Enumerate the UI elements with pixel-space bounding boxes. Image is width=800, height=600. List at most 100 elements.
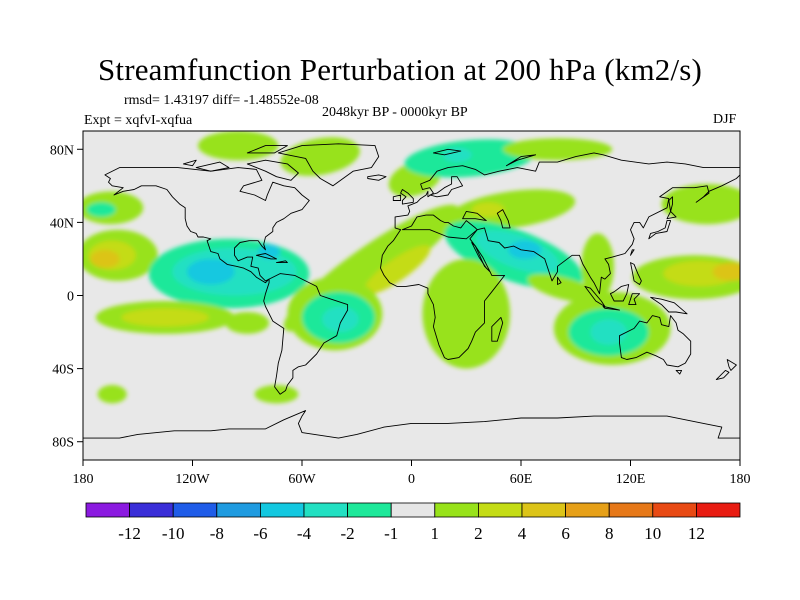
field-region — [254, 385, 299, 404]
colorbar-swatch — [216, 502, 261, 518]
coastline-new-guinea — [650, 296, 688, 315]
axis-ticks: 80N 40N 0 40S 80S 180 120W 60W 0 60E 120E 180 — [50, 143, 751, 487]
colorbar: -12 -10 -8 -6 -4 -2 -1 1 2 4 6 8 10 12 — [85, 502, 741, 543]
x-tick-label: 60W — [288, 472, 316, 487]
colorbar-label: 2 — [474, 524, 483, 543]
coastline-sumatra — [584, 285, 606, 307]
y-tick-label: 80N — [50, 143, 74, 158]
coastline-caspian — [496, 209, 511, 229]
coastline-red-sea — [471, 242, 491, 273]
y-tick-label: 80S — [52, 436, 74, 451]
coastline-cuba — [255, 253, 277, 260]
coastline-australia — [619, 315, 692, 368]
field-contours — [83, 131, 740, 404]
coastline-novaya-zemlya — [505, 154, 537, 167]
coastline-philippines — [630, 262, 642, 285]
map-title: Streamfunction Perturbation at 200 hPa (… — [97, 52, 703, 87]
coastline-victoria-island — [195, 161, 230, 172]
colorbar-swatch — [303, 502, 348, 518]
coastline-hokkaido — [666, 210, 677, 220]
field-region — [527, 273, 599, 303]
coastline-new-zealand-south — [715, 369, 730, 381]
colorbar-swatch — [347, 502, 392, 518]
coastline-sulawesi — [628, 293, 641, 306]
colorbar-swatch — [390, 502, 436, 518]
coastline-java — [602, 306, 620, 311]
coastline-baffin — [246, 159, 299, 181]
field-region — [225, 311, 270, 334]
colorbar-label: -10 — [162, 524, 185, 543]
field-region — [86, 202, 116, 217]
coastline-mediterranean — [401, 214, 478, 240]
coastline-sri-lanka — [557, 276, 562, 285]
colorbar-label: 1 — [431, 524, 440, 543]
colorbar-label: -2 — [341, 524, 355, 543]
colorbar-label: -12 — [118, 524, 141, 543]
colorbar-label: 12 — [688, 524, 705, 543]
x-tick-label: 180 — [730, 472, 751, 487]
coastline-ellesmere — [246, 145, 288, 154]
colorbar-swatch — [652, 502, 697, 518]
colorbar-swatch — [608, 502, 654, 518]
colorbar-swatch — [259, 502, 305, 518]
coastline-north-america — [104, 167, 310, 284]
colorbar-swatch — [521, 502, 566, 518]
coastline-greenland — [277, 143, 380, 187]
coastline-great-britain — [400, 189, 414, 205]
coastline-svalbard — [432, 148, 462, 156]
field-region — [404, 139, 536, 178]
colorbar-label: 6 — [561, 524, 570, 543]
colorbar-label: -4 — [297, 524, 312, 543]
field-region — [363, 245, 431, 295]
coastline-new-zealand-north — [726, 359, 737, 371]
colorbar-label: -1 — [384, 524, 398, 543]
field-region — [508, 240, 542, 259]
coastline-iceland — [367, 174, 387, 181]
field-region — [661, 184, 740, 225]
x-tick-label: 180 — [73, 472, 94, 487]
colorbar-swatch — [85, 502, 130, 518]
colorbar-swatch — [477, 502, 523, 518]
field-region — [90, 249, 120, 269]
colorbar-label: -6 — [253, 524, 267, 543]
colorbar-swatch — [129, 502, 174, 518]
field-region — [581, 233, 615, 300]
field-region — [97, 385, 127, 404]
colorbar-swatch — [172, 502, 218, 518]
coastline-sakhalin — [668, 196, 673, 212]
colorbar-swatch — [696, 502, 741, 518]
coastline-banks-island — [182, 159, 197, 167]
season-label: DJF — [713, 112, 737, 127]
coastline-antarctica-coast — [83, 410, 740, 439]
coastline-hispaniola — [276, 260, 288, 264]
coastline-south-america — [263, 273, 349, 395]
field-region — [502, 138, 613, 161]
y-tick-label: 40N — [50, 216, 74, 231]
experiment-label: Expt = xqfvI-xqfua — [84, 113, 193, 128]
colorbar-swatch — [565, 502, 610, 518]
colorbar-swatch — [434, 502, 479, 518]
colorbar-label: 10 — [644, 524, 661, 543]
x-tick-label: 120W — [175, 472, 210, 487]
coastline-baltic — [429, 176, 464, 198]
field-region — [590, 319, 627, 345]
coastline-ireland — [392, 194, 402, 201]
field-region — [471, 202, 505, 217]
stats-line: rmsd= 1.43197 diff= -1.48552e-08 — [124, 93, 319, 108]
x-tick-label: 0 — [408, 472, 415, 487]
coastline-madagascar — [491, 316, 504, 342]
coastline-black-sea — [462, 210, 487, 222]
field-region — [187, 258, 235, 285]
field-region — [712, 262, 740, 281]
field-region — [322, 306, 359, 333]
period-label: 2048kyr BP - 0000kyr BP — [322, 105, 468, 120]
coastline-japan — [648, 220, 672, 240]
coastline-tasmania — [675, 369, 683, 375]
coastlines — [83, 143, 740, 439]
x-tick-label: 120E — [616, 472, 646, 487]
y-tick-label: 40S — [52, 363, 74, 378]
field-region — [121, 308, 209, 327]
colorbar-label: -8 — [210, 524, 224, 543]
coastline-borneo — [609, 284, 630, 302]
